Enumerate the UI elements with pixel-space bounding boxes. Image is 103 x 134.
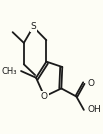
Text: O: O [41,92,48,101]
Text: OH: OH [88,105,101,114]
Text: S: S [30,22,36,31]
Text: O: O [88,79,95,88]
Text: CH₃: CH₃ [2,66,17,76]
